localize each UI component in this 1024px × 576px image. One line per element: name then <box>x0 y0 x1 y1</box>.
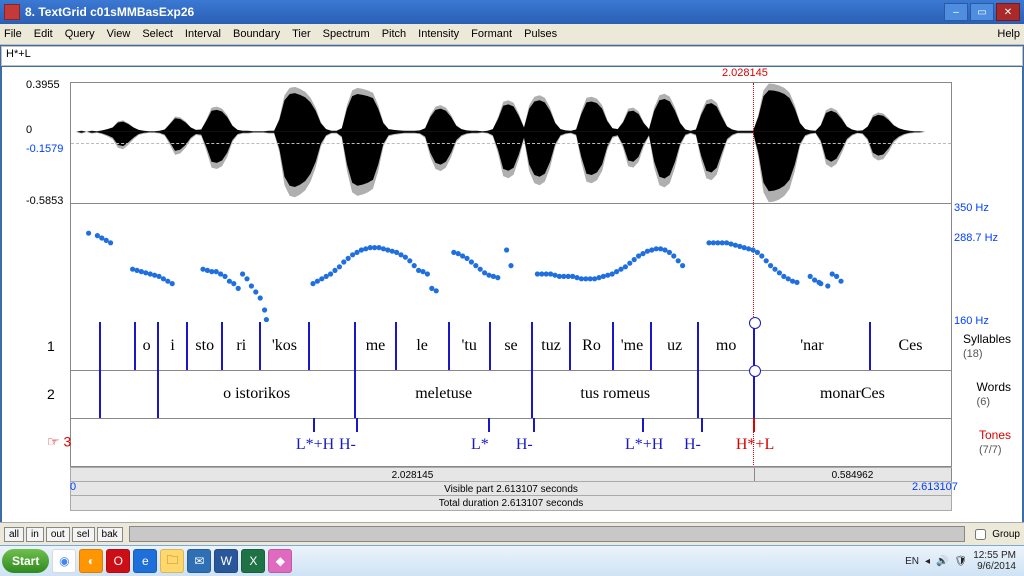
duration-bar[interactable]: Total duration 2.613107 seconds <box>70 495 952 511</box>
segment[interactable]: tuz <box>532 322 570 370</box>
system-tray[interactable]: EN◂🔊🛡12:55 PM9/6/2014 <box>905 550 1022 572</box>
segment[interactable]: 'kos <box>260 322 308 370</box>
menu-spectrum[interactable]: Spectrum <box>323 28 370 40</box>
taskbar-opera-icon[interactable]: O <box>106 549 130 573</box>
taskbar-word-icon[interactable]: W <box>214 549 238 573</box>
segment[interactable]: tus romeus <box>532 370 698 418</box>
taskbar-explorer-icon[interactable]: 🗀 <box>160 549 184 573</box>
waveform-panel[interactable] <box>70 82 952 204</box>
zoom-sel-button[interactable]: sel <box>72 527 95 542</box>
menu-pulses[interactable]: Pulses <box>524 28 557 40</box>
menu-file[interactable]: File <box>4 28 22 40</box>
wave-ytick: 0.3955 <box>26 79 60 91</box>
segment[interactable]: 'me <box>613 322 651 370</box>
minimize-button[interactable]: – <box>944 3 968 21</box>
segment[interactable]: o <box>135 322 158 370</box>
pitch-panel[interactable] <box>70 202 952 322</box>
bottom-toolbar: allinoutselbak Group <box>0 522 1024 546</box>
segment[interactable]: Ces <box>870 322 951 370</box>
tone-point[interactable]: L*+H <box>625 436 663 454</box>
zoom-all-button[interactable]: all <box>4 527 24 542</box>
h-scrollbar[interactable] <box>129 526 966 542</box>
segment[interactable]: sto <box>187 322 222 370</box>
segment[interactable]: 'nar <box>754 322 870 370</box>
segment[interactable]: ri <box>222 322 260 370</box>
zoom-in-button[interactable]: in <box>26 527 44 542</box>
app-icon <box>4 4 20 20</box>
tier-tones[interactable]: ☞ 3Tones(7/7)L*+HH-L*H-L*+HH-H*+L <box>70 418 952 467</box>
tone-point[interactable]: L* <box>471 436 489 454</box>
pitch-hz-label: 288.7 Hz <box>954 232 998 244</box>
tone-point[interactable]: H- <box>684 436 701 454</box>
pitch-hz-label: 160 Hz <box>954 315 989 327</box>
menu-interval[interactable]: Interval <box>185 28 221 40</box>
menu-edit[interactable]: Edit <box>34 28 53 40</box>
close-button[interactable]: ✕ <box>996 3 1020 21</box>
taskbar-thunderbird-icon[interactable]: ✉ <box>187 549 211 573</box>
cursor-time-label: 2.028145 <box>722 67 768 79</box>
menu-help[interactable]: Help <box>997 28 1020 40</box>
taskbar-ie-icon[interactable]: e <box>133 549 157 573</box>
menu-formant[interactable]: Formant <box>471 28 512 40</box>
segment[interactable]: uz <box>651 322 699 370</box>
window-title: 8. TextGrid c01sMMBasExp26 <box>25 5 944 19</box>
tone-point[interactable]: H*+L <box>736 436 774 454</box>
formula-bar[interactable]: H*+L <box>1 46 1023 66</box>
menu-select[interactable]: Select <box>142 28 173 40</box>
start-button[interactable]: Start <box>2 549 49 573</box>
segment[interactable]: me <box>355 322 395 370</box>
segment[interactable]: i <box>158 322 187 370</box>
menu-query[interactable]: Query <box>65 28 95 40</box>
segment[interactable]: Ro <box>570 322 613 370</box>
segment[interactable]: 'tu <box>449 322 490 370</box>
taskbar-excel-icon[interactable]: X <box>241 549 265 573</box>
menu-view[interactable]: View <box>107 28 131 40</box>
segment[interactable]: le <box>396 322 449 370</box>
menu-pitch[interactable]: Pitch <box>382 28 406 40</box>
menu-boundary[interactable]: Boundary <box>233 28 280 40</box>
segment[interactable]: se <box>490 322 532 370</box>
taskbar-chrome-icon[interactable]: ◉ <box>52 549 76 573</box>
windows-taskbar: Start◉◐Oe🗀✉WX◆ EN◂🔊🛡12:55 PM9/6/2014 <box>0 545 1024 576</box>
wave-ytick: 0 <box>26 124 32 136</box>
maximize-button[interactable]: ▭ <box>970 3 994 21</box>
segment[interactable]: meletuse <box>355 370 532 418</box>
segment[interactable]: o istorikos <box>158 370 355 418</box>
tone-point[interactable]: H- <box>339 436 356 454</box>
taskbar-praat-icon[interactable]: ◆ <box>268 549 292 573</box>
tier-syllables[interactable]: 1Syllables(18)oistori'kosmele'tusetuzRo'… <box>70 322 952 371</box>
taskbar-firefox-icon[interactable]: ◐ <box>79 549 103 573</box>
group-checkbox[interactable]: Group <box>971 526 1020 543</box>
segment[interactable]: monarCes <box>754 370 951 418</box>
zoom-out-button[interactable]: out <box>46 527 70 542</box>
tone-point[interactable]: H- <box>516 436 533 454</box>
window-titlebar: 8. TextGrid c01sMMBasExp26 – ▭ ✕ <box>0 0 1024 24</box>
wave-ytick: -0.5853 <box>26 195 63 207</box>
menu-bar: File Edit Query View Select Interval Boundary T… <box>0 24 1024 45</box>
tier-words[interactable]: 2Words(6)o istorikosmeletusetus romeusmo… <box>70 370 952 419</box>
tone-point[interactable]: L*+H <box>296 436 334 454</box>
pitch-hz-label: 350 Hz <box>954 202 989 214</box>
menu-intensity[interactable]: Intensity <box>418 28 459 40</box>
analysis-canvas: 2.028145 1Syllables(18)oistori'kosmele't… <box>2 67 1022 527</box>
wave-ytick: -0.1579 <box>26 143 63 155</box>
zoom-bak-button[interactable]: bak <box>97 527 123 542</box>
menu-tier[interactable]: Tier <box>292 28 311 40</box>
segment[interactable]: mo <box>698 322 753 370</box>
segment[interactable] <box>309 322 356 370</box>
